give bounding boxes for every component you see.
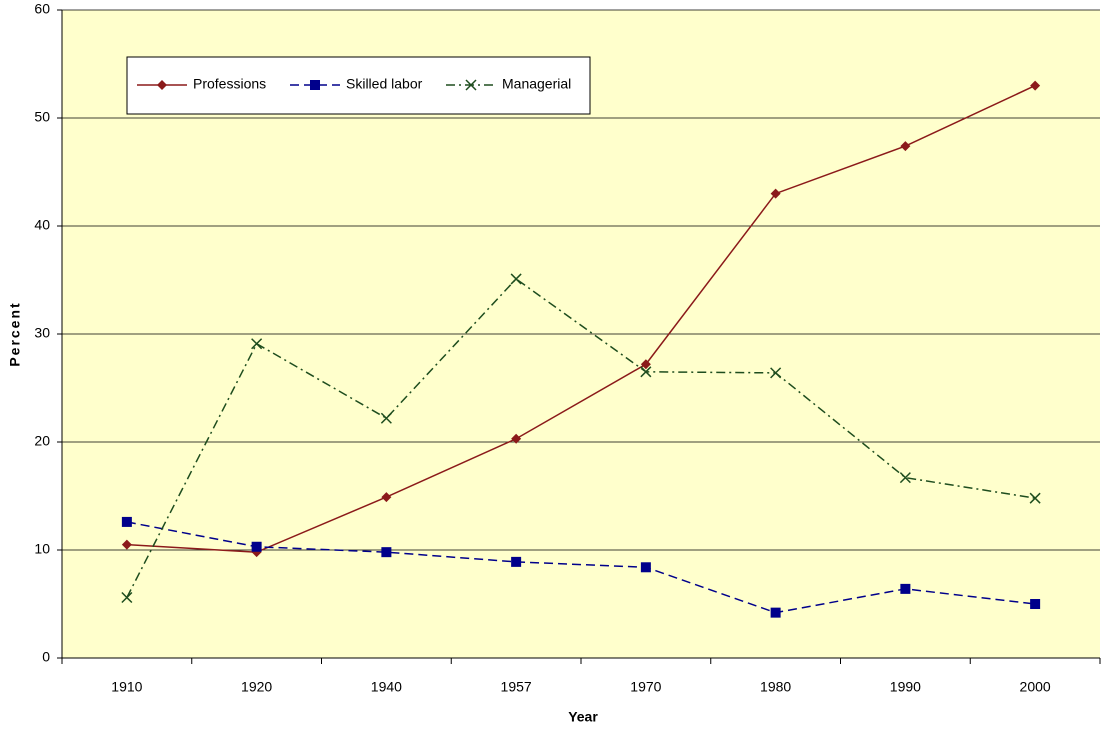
marker bbox=[770, 607, 781, 618]
marker bbox=[511, 556, 522, 567]
series-line bbox=[126, 277, 1036, 598]
marker bbox=[251, 541, 262, 552]
marker bbox=[770, 367, 782, 379]
legend-label: Professions bbox=[193, 76, 266, 92]
x-tick-label: 1957 bbox=[501, 679, 532, 695]
y-tick-label: 50 bbox=[34, 109, 50, 125]
marker bbox=[157, 80, 167, 90]
marker bbox=[121, 539, 132, 550]
marker bbox=[465, 79, 477, 91]
marker bbox=[640, 366, 652, 378]
marker bbox=[380, 412, 392, 424]
y-axis-title: Percent bbox=[7, 301, 23, 366]
marker bbox=[511, 433, 522, 444]
y-tick-label: 10 bbox=[34, 541, 50, 557]
marker bbox=[899, 472, 911, 484]
x-tick-label: 1980 bbox=[760, 679, 791, 695]
marker bbox=[381, 547, 392, 558]
legend-label: Managerial bbox=[502, 76, 571, 92]
marker bbox=[1030, 599, 1041, 609]
y-tick-label: 60 bbox=[34, 1, 50, 17]
marker bbox=[121, 516, 132, 527]
marker bbox=[770, 188, 781, 199]
marker bbox=[1029, 492, 1041, 504]
marker bbox=[310, 80, 320, 90]
x-tick-label: 1910 bbox=[111, 679, 142, 695]
x-axis-title: Year bbox=[568, 709, 598, 725]
marker bbox=[251, 338, 263, 350]
marker bbox=[900, 141, 911, 152]
y-tick-label: 30 bbox=[34, 325, 50, 341]
x-tick-label: 1990 bbox=[890, 679, 921, 695]
legend bbox=[126, 56, 591, 115]
marker bbox=[640, 562, 651, 573]
x-tick-label: 1920 bbox=[241, 679, 272, 695]
x-tick-label: 1940 bbox=[371, 679, 402, 695]
marker bbox=[1030, 80, 1041, 91]
series-line bbox=[126, 84, 1036, 553]
marker bbox=[381, 492, 392, 503]
y-tick-label: 20 bbox=[34, 433, 50, 449]
x-tick-label: 1970 bbox=[630, 679, 661, 695]
marker bbox=[121, 591, 133, 604]
legend-label: Skilled labor bbox=[346, 76, 423, 92]
y-tick-label: 40 bbox=[34, 217, 50, 233]
y-tick-label: 0 bbox=[42, 649, 50, 665]
marker bbox=[900, 583, 911, 594]
x-tick-label: 2000 bbox=[1020, 679, 1051, 695]
marker bbox=[510, 273, 522, 285]
marker bbox=[640, 359, 651, 370]
